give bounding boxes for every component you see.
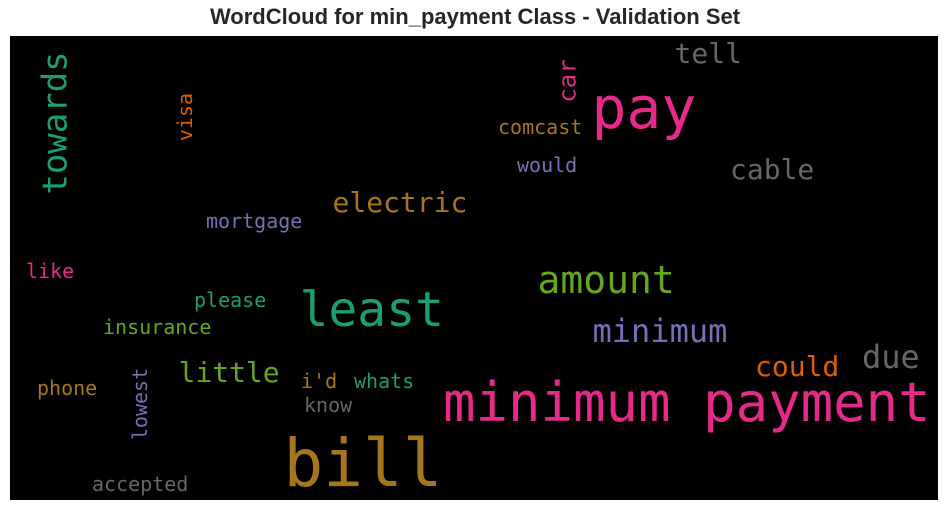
word-minimum: minimum xyxy=(592,312,728,350)
word-like: like xyxy=(26,259,75,283)
word-please: please xyxy=(194,288,267,312)
word-visa: visa xyxy=(173,92,198,142)
word-least: least xyxy=(299,282,445,338)
word-minimum-payment: minimum payment xyxy=(443,371,931,434)
word-due: due xyxy=(862,338,920,376)
word-towards: towards xyxy=(35,51,76,195)
word-comcast: comcast xyxy=(498,115,583,139)
word-car: car xyxy=(553,59,582,103)
word-i-d: i'd xyxy=(301,369,338,393)
word-electric: electric xyxy=(332,186,468,219)
word-lowest: lowest xyxy=(128,367,153,441)
word-little: little xyxy=(178,356,280,389)
word-phone: phone xyxy=(37,376,98,400)
word-amount: amount xyxy=(537,258,675,302)
word-mortgage: mortgage xyxy=(206,209,303,233)
word-bill: bill xyxy=(283,425,443,500)
word-cable: cable xyxy=(730,153,815,186)
word-accepted: accepted xyxy=(92,472,189,496)
word-tell: tell xyxy=(674,37,742,70)
word-pay: pay xyxy=(591,74,697,142)
word-know: know xyxy=(304,393,353,417)
word-could: could xyxy=(755,350,840,383)
word-insurance: insurance xyxy=(103,315,212,339)
word-whats: whats xyxy=(354,369,415,393)
chart-title: WordCloud for min_payment Class - Valida… xyxy=(209,4,741,29)
word-cloud-canvas: minimum payment bill pay least towards amount… xyxy=(10,36,938,500)
word-would: would xyxy=(517,153,578,177)
